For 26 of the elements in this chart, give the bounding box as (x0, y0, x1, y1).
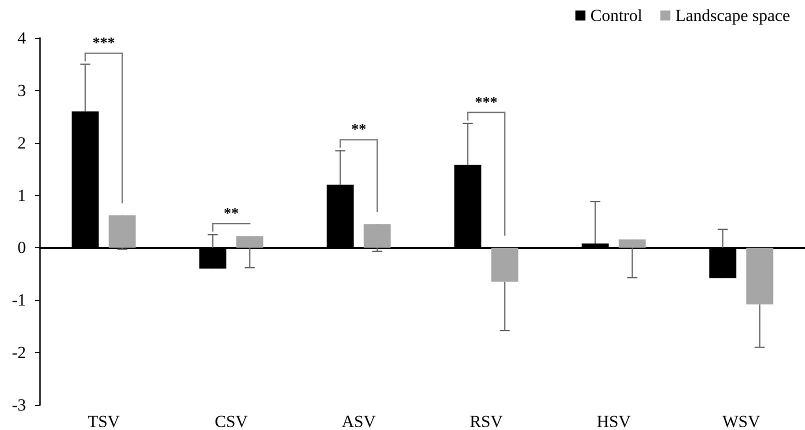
y-tick-label: -2 (12, 343, 26, 362)
y-tick-label: 0 (18, 238, 26, 258)
bar (108, 215, 136, 248)
annotation: ** (351, 122, 366, 138)
x-tick-label: HSV (596, 412, 632, 430)
bar (236, 236, 264, 248)
y-tick-label: -3 (12, 396, 26, 414)
y-tick-label: -1 (12, 290, 26, 310)
x-tick-label: RSV (470, 412, 504, 430)
annotation: *** (475, 94, 498, 111)
bar (364, 224, 391, 248)
annotation: ** (224, 206, 239, 222)
x-tick-label: CSV (214, 412, 249, 430)
y-tick-label: 1 (18, 186, 26, 205)
x-tick-label: TSV (88, 412, 121, 430)
bar (746, 248, 774, 304)
y-tick-label: 4 (18, 28, 26, 48)
bar (491, 248, 518, 282)
x-tick-label: ASV (342, 412, 376, 430)
legend-label: Landscape space (675, 6, 790, 25)
annotation: *** (92, 36, 115, 52)
legend-label: Control (590, 6, 643, 25)
x-tick-label: WSV (722, 412, 761, 430)
bar (618, 239, 646, 248)
y-tick-label: 3 (18, 80, 26, 100)
y-tick-label: 2 (18, 133, 26, 152)
